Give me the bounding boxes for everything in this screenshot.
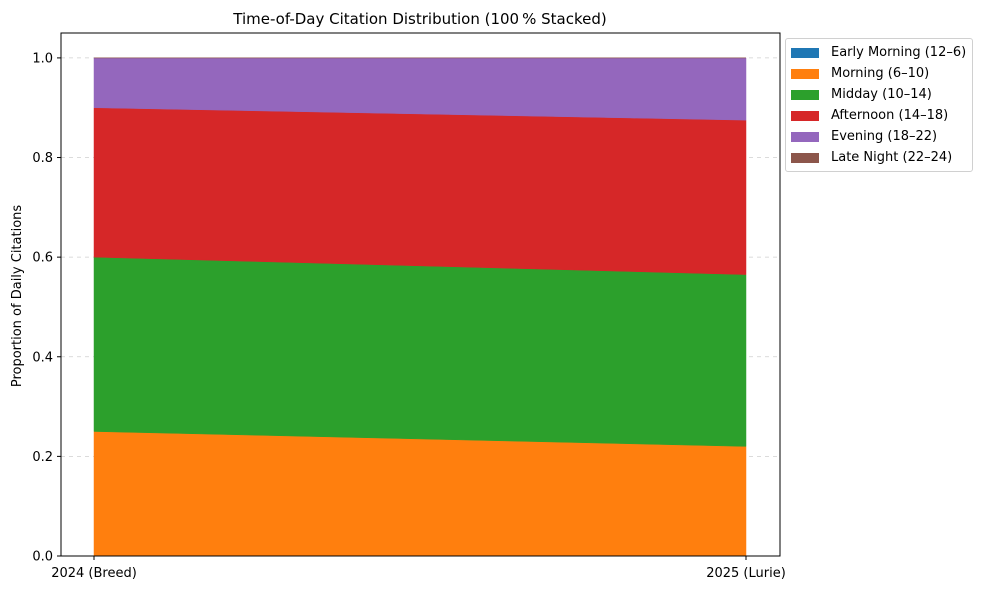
axes: 0.0 0.2 0.4 0.6 0.8 1.0 2024 (Breed) 2025 (Luri…: [32, 32, 786, 581]
legend-label: Morning (6–10): [831, 66, 930, 81]
y-tick-label-4: 0.8: [32, 151, 53, 166]
legend-item-5: Late Night (22–24): [791, 147, 966, 168]
y-tick-label-3: 0.6: [32, 251, 53, 266]
y-tick-label-2: 0.4: [32, 350, 53, 365]
legend-swatch: [791, 68, 819, 79]
legend-label: Late Night (22–24): [831, 150, 953, 165]
legend-swatch: [791, 47, 819, 58]
chart-title: Time-of-Day Citation Distribution (100 %…: [232, 10, 606, 28]
legend-item-4: Evening (18–22): [791, 126, 966, 147]
legend-label: Afternoon (14–18): [831, 108, 949, 123]
plot-areas: [93, 57, 747, 557]
legend-label: Evening (18–22): [831, 129, 938, 144]
legend-item-3: Afternoon (14–18): [791, 105, 966, 126]
y-axis-label: Proportion of Daily Citations: [10, 205, 25, 388]
legend-item-2: Midday (10–14): [791, 84, 966, 105]
area-series-3: [93, 107, 747, 275]
area-series-1: [93, 431, 747, 557]
legend-label: Midday (10–14): [831, 87, 932, 102]
legend-item-0: Early Morning (12–6): [791, 42, 966, 63]
x-tick-label-0: 2024 (Breed): [51, 566, 137, 581]
legend-swatch: [791, 152, 819, 163]
legend-item-1: Morning (6–10): [791, 63, 966, 84]
plot-frame: [60, 32, 781, 557]
legend: Early Morning (12–6) Morning (6–10) Midday…: [785, 38, 974, 172]
y-tick-label-5: 1.0: [32, 51, 53, 66]
y-tick-label-1: 0.2: [32, 450, 53, 465]
y-tick-label-0: 0.0: [32, 550, 53, 565]
legend-swatch: [791, 110, 819, 121]
legend-swatch: [791, 131, 819, 142]
area-series-2: [93, 256, 747, 447]
x-tick-label-1: 2025 (Lurie): [706, 566, 786, 581]
legend-label: Early Morning (12–6): [831, 45, 967, 60]
legend-swatch: [791, 89, 819, 100]
